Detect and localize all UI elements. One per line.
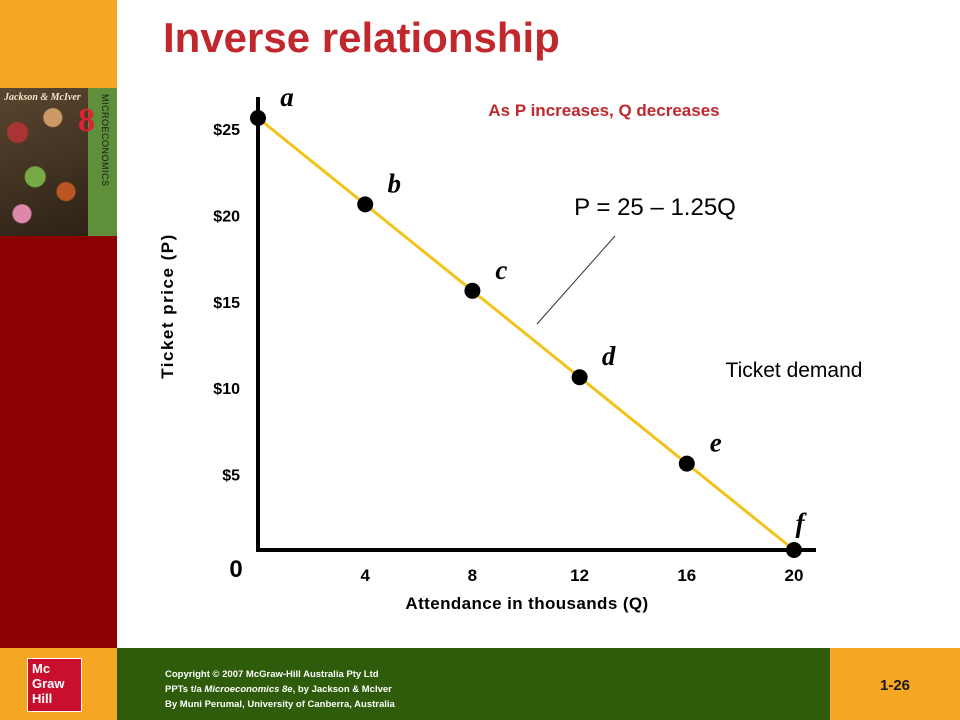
- x-tick-label: 16: [677, 566, 696, 585]
- data-point-c: [464, 282, 481, 299]
- copyright-line-2: PPTs t/a Microeconomics 8e, by Jackson &…: [165, 682, 395, 697]
- data-point-d: [571, 369, 588, 386]
- copyright-line-3: By Muni Perumal, University of Canberra,…: [165, 699, 395, 710]
- y-tick-label: $15: [213, 295, 240, 312]
- equation-label: P = 25 – 1.25Q: [574, 194, 736, 221]
- y-tick-label: $5: [222, 468, 240, 485]
- headline-text: As P increases, Q decreases: [488, 101, 719, 120]
- y-tick-labels: $5 $10 $15 $20 $25: [213, 122, 240, 485]
- footer: Mc Graw Hill Copyright © 2007 McGraw-Hil…: [0, 648, 960, 720]
- y-tick-label: $20: [213, 208, 240, 225]
- point-label-e: e: [710, 428, 722, 458]
- data-point-a: [250, 110, 266, 126]
- copyright-line-2-book: Microeconomics 8e: [204, 684, 293, 695]
- x-tick-labels: 4 8 12 16 20: [360, 566, 803, 585]
- point-label-f: f: [796, 508, 808, 538]
- x-tick-label: 4: [360, 566, 370, 585]
- series-label: Ticket demand: [726, 359, 863, 382]
- x-tick-label: 12: [570, 566, 589, 585]
- equation-pointer: [536, 235, 616, 325]
- data-point-b: [357, 196, 374, 213]
- x-axis-title-text: Attendance in thousands (Q): [405, 594, 648, 613]
- copyright-text: Copyright © 2007 McGraw-Hill Australia P…: [165, 667, 395, 712]
- sidebar-dark-band: [0, 236, 117, 648]
- demand-line: [257, 116, 795, 552]
- page-number: 1-26: [879, 677, 911, 694]
- y-tick-label: $10: [213, 381, 240, 398]
- slide-title: Inverse relationship: [163, 14, 560, 61]
- point-label-d: d: [602, 341, 616, 371]
- y-axis-title: Ticket price (P): [158, 233, 177, 379]
- logo-line-3: Hill: [32, 691, 53, 706]
- cover-title: Jackson & McIver: [4, 92, 81, 103]
- point-label-c: c: [495, 255, 507, 285]
- data-point-f: [786, 542, 802, 558]
- y-tick-label: $25: [213, 122, 240, 139]
- x-tick-label: 20: [785, 566, 804, 585]
- demand-chart: $5 $10 $15 $20 $25 4 8 12 16 20 0 Attendance in …: [158, 82, 863, 613]
- headline-annotation: As P increases, Q decreases: [488, 101, 719, 120]
- y-axis-title-text: Ticket price (P): [158, 233, 177, 379]
- copyright-line-1: Copyright © 2007 McGraw-Hill Australia P…: [165, 669, 379, 680]
- footer-page-area: 1-26: [830, 648, 960, 720]
- point-label-a: a: [280, 82, 294, 112]
- point-label-b: b: [387, 168, 401, 198]
- data-points: a b c d e f: [250, 82, 808, 558]
- origin-label: 0: [229, 556, 242, 583]
- x-tick-label: 8: [468, 566, 477, 585]
- footer-logo-area: Mc Graw Hill: [0, 648, 117, 720]
- copyright-line-2-suffix: , by Jackson & McIver: [292, 684, 392, 695]
- cover-edition: 8: [78, 102, 95, 139]
- data-point-e: [678, 455, 695, 472]
- mcgraw-hill-logo: Mc Graw Hill: [27, 658, 82, 712]
- x-axis-title: Attendance in thousands (Q): [405, 594, 648, 613]
- logo-line-1: Mc: [32, 661, 51, 676]
- cover-strip: [88, 88, 117, 236]
- cover-spices-image: [0, 88, 88, 236]
- logo-line-2: Graw: [32, 676, 65, 691]
- book-cover-image: Jackson & McIver 8 MICROECONOMICS: [0, 88, 117, 236]
- axes: [256, 97, 816, 552]
- copyright-line-2-prefix: PPTs t/a: [165, 684, 205, 695]
